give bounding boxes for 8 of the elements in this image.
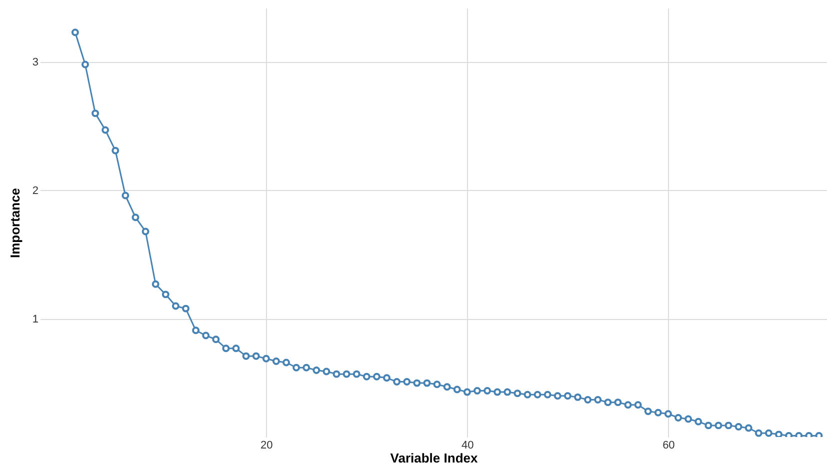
x-tick-label: 20 — [260, 440, 273, 452]
x-tick-label: 60 — [662, 440, 675, 452]
y-axis-title: Importance — [7, 188, 22, 258]
y-tick-label: 3 — [32, 56, 38, 68]
y-tick-label: 2 — [32, 184, 38, 197]
x-axis-title: Variable Index — [390, 450, 478, 466]
x-tick-label: 40 — [462, 440, 474, 452]
y-tick-label: 1 — [32, 313, 38, 326]
